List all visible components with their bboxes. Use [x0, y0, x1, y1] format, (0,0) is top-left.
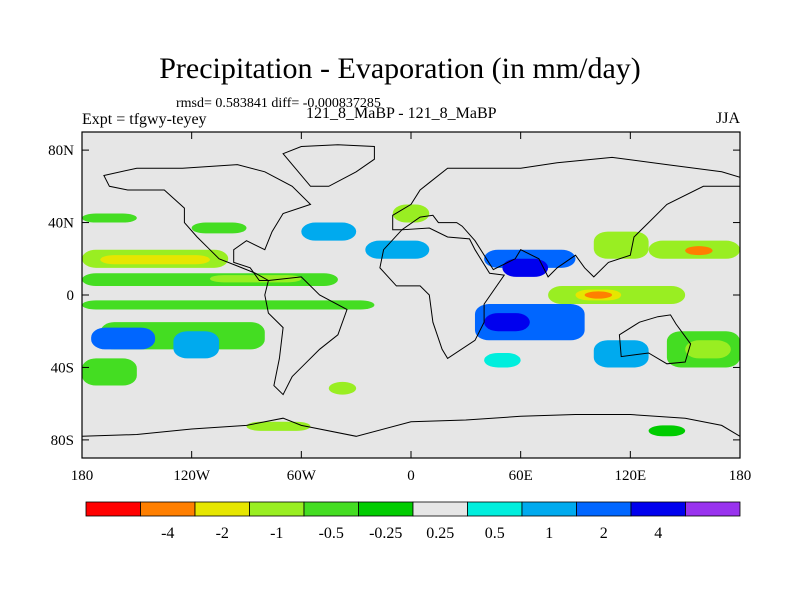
- field-region-11: [301, 222, 357, 241]
- colorbar-box-3: [249, 501, 305, 517]
- colorbar-box-11: [685, 501, 741, 517]
- coastline-australia: [618, 314, 692, 365]
- field-regions: [82, 204, 740, 437]
- field-region-7: [173, 331, 220, 359]
- field-region-16: [484, 313, 530, 332]
- x-tick-label-4: 60E: [509, 468, 533, 484]
- colorbar-label-8: 2: [600, 525, 608, 542]
- x-tick-label-5: 120E: [614, 468, 646, 484]
- colorbar-box-6: [412, 501, 468, 517]
- field-region-22: [685, 246, 713, 256]
- colorbar-label-5: 0.25: [426, 525, 454, 542]
- colorbar-box-10: [630, 501, 686, 517]
- field-region-26: [246, 421, 311, 431]
- case-label: 121_8_MaBP - 121_8_MaBP: [306, 105, 497, 122]
- colorbar-label-7: 1: [545, 525, 553, 542]
- field-region-3: [209, 275, 302, 283]
- axes: 180 120W 60W 0 60E 120E 180 80N 40N 0 40S 80S: [48, 132, 751, 484]
- field-region-1: [100, 255, 210, 265]
- y-tick-label-0: 80N: [48, 143, 74, 159]
- x-tick-label-6: 180: [729, 468, 752, 484]
- coastline-eurasia: [392, 156, 740, 278]
- x-tick-label-1: 120W: [173, 468, 211, 484]
- colorbar-label-9: 4: [654, 525, 662, 542]
- colorbar-box-5: [358, 501, 414, 517]
- coastlines: [82, 144, 740, 458]
- field-region-29: [484, 352, 521, 368]
- colorbar: -4 -2 -1 -0.5 -0.25 0.25 0.5 1 2 4: [85, 501, 741, 542]
- field-region-30: [392, 204, 430, 223]
- coastline-south-america: [264, 276, 348, 396]
- colorbar-label-6: 0.5: [485, 525, 505, 542]
- field-region-9: [82, 213, 137, 223]
- field-region-27: [328, 381, 357, 395]
- colorbar-box-8: [521, 501, 577, 517]
- y-tick-label-1: 40N: [48, 216, 74, 232]
- field-region-19: [584, 291, 613, 299]
- experiment-label: Expt = tfgwy-teyey: [82, 111, 207, 128]
- colorbar-box-0: [85, 501, 141, 517]
- y-tick-label-4: 80S: [51, 433, 74, 449]
- x-tick-label-2: 60W: [287, 468, 317, 484]
- field-region-8: [82, 358, 137, 386]
- x-tick-label-0: 180: [71, 468, 94, 484]
- coastline-antarctica: [82, 414, 740, 458]
- y-tick-label-3: 40S: [51, 360, 74, 376]
- season-label: JJA: [716, 110, 741, 127]
- colorbar-box-9: [576, 501, 632, 517]
- field-region-6: [91, 327, 156, 350]
- colorbar-label-2: -1: [270, 525, 283, 542]
- field-region-12: [365, 240, 430, 259]
- colorbar-label-4: -0.25: [369, 525, 402, 542]
- x-tick-label-3: 0: [407, 468, 415, 484]
- field-region-25: [685, 340, 731, 359]
- colorbar-label-1: -2: [216, 525, 229, 542]
- colorbar-box-7: [467, 501, 523, 517]
- coastline-north-america: [103, 164, 312, 281]
- chart-title: Precipitation - Evaporation (in mm/day): [159, 52, 641, 85]
- colorbar-box-4: [303, 501, 359, 517]
- colorbar-label-3: -0.5: [319, 525, 344, 542]
- colorbar-box-1: [140, 501, 196, 517]
- field-region-10: [191, 222, 247, 234]
- field-region-14: [502, 258, 549, 277]
- field-region-28: [648, 425, 686, 437]
- colorbar-box-2: [194, 501, 250, 517]
- stats-label: rmsd= 0.583841 diff= -0.000837285: [176, 96, 381, 111]
- colorbar-label-0: -4: [161, 525, 174, 542]
- field-region-4: [82, 300, 375, 310]
- coastline-greenland: [282, 144, 375, 187]
- coastline-africa: [379, 227, 506, 360]
- field-region-20: [593, 231, 649, 259]
- y-tick-label-2: 0: [67, 288, 75, 304]
